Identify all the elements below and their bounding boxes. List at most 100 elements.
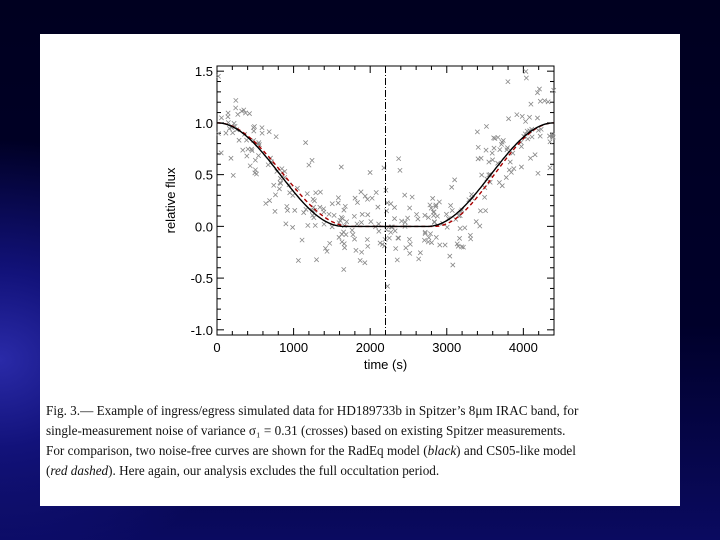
data-point [425,239,431,245]
data-point [215,73,221,79]
caption-black-word: black [427,443,457,458]
data-point [455,243,461,249]
data-point [499,141,504,147]
data-point [243,110,249,116]
data-point [421,237,427,243]
data-point [468,236,474,242]
data-point [365,196,370,202]
data-point [342,203,348,209]
data-point [299,237,305,243]
x-tick-label: 2000 [356,340,385,355]
data-point [362,260,368,266]
data-point [252,157,258,163]
data-point [354,200,360,206]
data-point [329,201,335,207]
data-point [282,168,288,174]
data-point [359,249,365,255]
data-point [339,216,345,222]
data-point [309,157,315,163]
data-point [503,175,509,180]
data-point [442,242,448,248]
flux-chart: 0 1000 2000 3000 4000 -1.0 -0.5 0.0 0.5 1.0 1.5 ti… [163,64,557,372]
data-point [244,153,250,159]
data-point [218,115,224,121]
data-point [532,152,538,158]
data-point [525,136,531,142]
data-point [252,170,258,176]
data-point [352,236,358,242]
data-point [407,241,413,247]
data-point [499,183,505,189]
data-point [477,208,483,214]
figure-caption: Fig. 3.— Example of ingress/egress simul… [46,401,674,481]
data-point [312,198,317,204]
data-point [341,207,347,213]
paper-page: 0 1000 2000 3000 4000 -1.0 -0.5 0.0 0.5 1.0 1.5 ti… [40,34,680,506]
data-point [218,150,224,156]
data-point [392,228,398,234]
data-point [341,229,347,235]
data-point [239,108,245,114]
data-point [263,200,269,206]
x-tick-label: 3000 [432,340,461,355]
data-point [444,224,450,230]
data-point [256,140,262,146]
data-point [271,182,277,188]
data-point [250,125,256,131]
data-point [489,150,495,156]
data-point [245,146,251,152]
data-point [388,229,394,235]
data-point [415,216,421,222]
data-point [433,204,439,209]
data-point [504,147,510,153]
data-point [482,194,488,200]
data-point [474,129,480,135]
data-point [486,159,492,165]
data-point [402,192,408,198]
data-point [403,245,409,251]
data-point [322,245,328,251]
x-tick-label: 0 [213,340,220,355]
data-point [523,118,529,124]
data-point [514,112,520,118]
data-point [338,164,344,170]
data-point [301,210,307,216]
data-point [267,198,273,204]
data-point [537,98,543,104]
data-point [373,190,379,196]
data-point [545,99,551,105]
data-point [317,189,323,195]
data-point [306,162,312,168]
data-point [362,193,368,199]
data-point [483,123,489,129]
caption-text-4: ). Here again, our analysis excludes the… [108,463,440,478]
data-point [277,180,283,186]
caption-line-2: single-measurement noise of variance σ₁ … [46,423,566,438]
data-point [430,195,436,201]
data-point [235,111,241,117]
y-tick-label: -1.0 [191,323,213,338]
data-point [273,192,278,198]
x-tick-label: 1000 [279,340,308,355]
data-point [425,214,431,220]
data-point [344,219,350,225]
data-point [353,247,359,253]
data-point [399,218,405,224]
data-point [511,166,517,172]
data-point [321,221,327,227]
data-point [479,172,485,178]
data-point [457,226,463,232]
data-point [473,219,479,225]
data-point [396,235,402,241]
data-point [215,131,221,137]
data-point [226,125,232,131]
y-tick-label: 0.0 [195,219,213,234]
data-point [396,156,402,162]
data-point [350,232,356,238]
caption-line-4: (red dashed). Here again, our analysis e… [46,461,674,481]
data-point [259,125,265,131]
data-point [409,194,415,200]
data-point [422,231,428,237]
data-point [394,257,400,263]
tick-labels: 0 1000 2000 3000 4000 -1.0 -0.5 0.0 0.5 1.0 1.5 [191,64,538,355]
